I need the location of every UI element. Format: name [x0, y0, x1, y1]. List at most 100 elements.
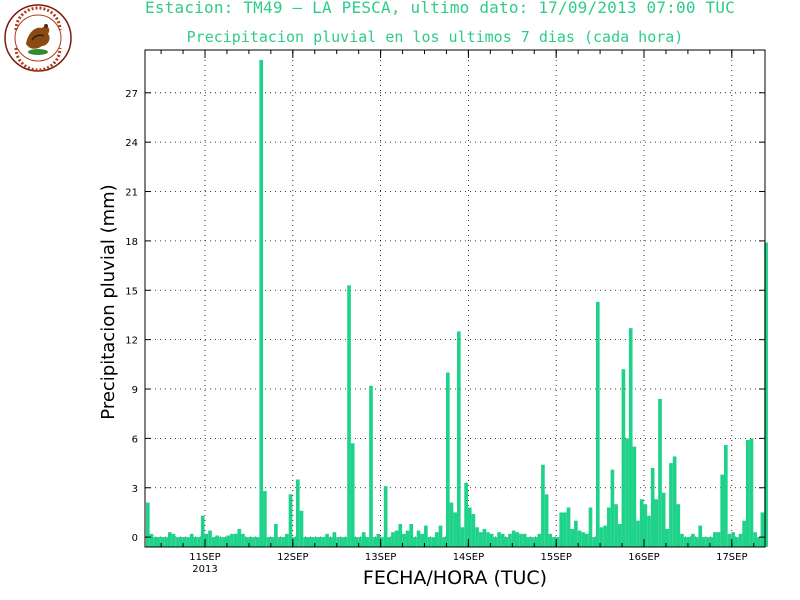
bar [252, 537, 256, 547]
bar [738, 533, 743, 547]
bar [555, 537, 560, 547]
bar [288, 494, 293, 547]
bar [306, 537, 311, 547]
bar [387, 537, 392, 547]
bar [244, 537, 249, 547]
bar [193, 537, 198, 547]
bar [592, 537, 596, 547]
y-tick-label: 0 [132, 533, 138, 544]
y-tick-label: 27 [125, 89, 138, 100]
bar [317, 537, 322, 547]
bar [585, 533, 589, 547]
bar [705, 537, 710, 547]
bar [171, 533, 176, 547]
x-tick-label: 16SEP [628, 552, 659, 563]
x-axis-label: FECHA/HORA (TUC) [362, 567, 548, 589]
bar [537, 533, 542, 547]
bar [628, 328, 633, 547]
bar [526, 537, 531, 547]
bar [409, 523, 414, 547]
bar [672, 456, 677, 547]
bar [724, 444, 728, 547]
bar [237, 528, 242, 547]
bar [731, 532, 735, 547]
bar [676, 504, 681, 547]
x-tick-label: 14SEP [453, 552, 484, 563]
bar [153, 537, 157, 547]
bar [749, 438, 754, 547]
bar [489, 533, 494, 547]
bar [515, 532, 520, 547]
chart-subtitle: Precipitacion pluvial en los ultimos 7 d… [186, 28, 684, 46]
bar [606, 507, 611, 547]
bar [614, 504, 618, 547]
bar [365, 537, 370, 547]
bar [467, 507, 472, 547]
bar [204, 533, 209, 547]
y-tick-label: 24 [125, 138, 138, 149]
bar [471, 514, 476, 547]
y-tick-label: 21 [125, 188, 138, 199]
bar [361, 532, 366, 547]
bar [189, 533, 194, 547]
bar [504, 537, 509, 547]
bar [709, 537, 714, 547]
chart-title: Estacion: TM49 — LA PESCA, ultimo dato: … [145, 0, 735, 17]
bar [321, 537, 326, 547]
bar [424, 525, 428, 547]
bar [541, 464, 545, 547]
y-tick-label: 3 [132, 484, 138, 495]
bar [354, 537, 359, 547]
y-tick-label: 9 [132, 385, 138, 396]
bar [650, 468, 655, 547]
bar [460, 527, 465, 547]
bar [277, 537, 282, 547]
bar [595, 301, 600, 547]
bar [753, 532, 757, 547]
bar [647, 515, 651, 547]
bar [160, 537, 165, 547]
bar [274, 523, 278, 547]
bar [617, 523, 622, 547]
bar [449, 502, 454, 547]
bar [683, 537, 688, 547]
bar [285, 533, 289, 547]
x-tick-label: 11SEP [189, 552, 220, 563]
bar [581, 532, 585, 547]
bar [456, 331, 461, 547]
bar [566, 507, 571, 547]
bar [167, 532, 172, 547]
bar [570, 528, 575, 547]
bar [654, 499, 659, 547]
bar [500, 533, 505, 547]
plot-frame [144, 49, 766, 548]
bar [522, 533, 527, 547]
bar [665, 528, 670, 547]
bar [292, 537, 296, 547]
bar [178, 537, 183, 547]
bar [519, 533, 523, 547]
y-tick-label: 12 [125, 336, 138, 347]
bar [336, 537, 340, 547]
bar [588, 507, 593, 547]
x-tick-label: 17SEP [716, 552, 747, 563]
bar [372, 537, 377, 547]
bar [702, 537, 706, 547]
bar [658, 398, 662, 547]
bar [599, 527, 604, 547]
x-tick-sublabel: 2013 [192, 564, 217, 575]
x-tick-label: 13SEP [365, 552, 396, 563]
bar [544, 494, 549, 547]
bar [186, 537, 190, 547]
bar [241, 533, 245, 547]
bar [413, 537, 417, 547]
bar [328, 537, 333, 547]
bar [760, 512, 765, 547]
bar [248, 537, 253, 547]
y-axis-label: Precipitacion pluvial (mm) [98, 184, 119, 420]
bar [435, 532, 439, 547]
ticks-layer [145, 50, 765, 547]
bar [405, 530, 410, 547]
bar [420, 533, 425, 547]
